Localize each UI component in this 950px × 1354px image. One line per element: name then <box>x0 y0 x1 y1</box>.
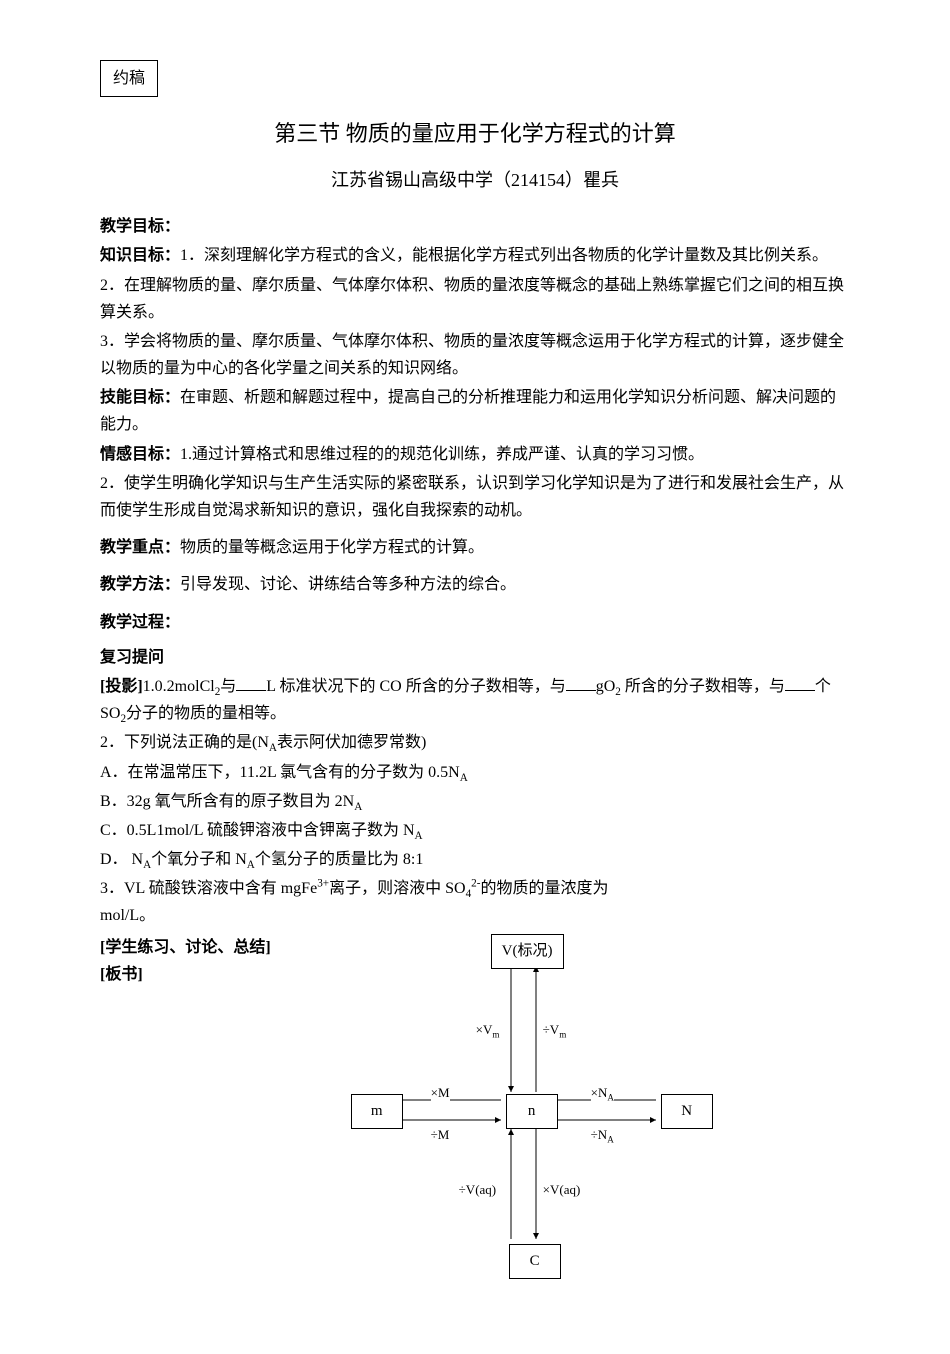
review-heading: 复习提问 <box>100 644 850 671</box>
conversion-diagram: V(标况) m n N C ×Vm ÷Vm ×M ÷M ×NA ÷NA ÷V(a… <box>311 934 731 1294</box>
method-label: 教学方法： <box>100 576 180 593</box>
q2c-text: C．0.5L1mol/L 硫酸钾溶液中含钾离子数为 N <box>100 822 415 839</box>
left-labels: [学生练习、讨论、总结] [板书] <box>100 934 271 988</box>
label-left-top: ×M <box>431 1082 450 1104</box>
q2-stem-1: 2．下列说法正确的是(N <box>100 734 269 751</box>
skill-goal: 技能目标：在审题、析题和解题过程中，提高自己的分析推理能力和运用化学知识分析问题… <box>100 384 850 438</box>
q3-p4: mol/L。 <box>100 907 155 924</box>
q2d-3: 个氢分子的质量比为 8:1 <box>255 851 423 868</box>
method-text: 引导发现、讨论、讲练结合等多种方法的综合。 <box>180 576 516 593</box>
teach-goal-label: 教学目标： <box>100 218 180 235</box>
blank-1 <box>236 674 266 691</box>
subtitle: 江苏省锡山高级中学（214154）瞿兵 <box>100 165 850 196</box>
method: 教学方法：引导发现、讨论、讲练结合等多种方法的综合。 <box>100 571 850 598</box>
page-title: 第三节 物质的量应用于化学方程式的计算 <box>100 115 850 152</box>
sub-a: A <box>269 743 277 755</box>
node-left: m <box>351 1094 403 1130</box>
knowledge-goal-3: 3．学会将物质的量、摩尔质量、气体摩尔体积、物质的量浓度等概念运用于化学方程式的… <box>100 328 850 382</box>
question-2-c: C．0.5L1mol/L 硫酸钾溶液中含钾离子数为 NA <box>100 817 850 844</box>
q2-stem-2: 表示阿伏加德罗常数) <box>277 734 426 751</box>
emotion-goal-1-text: 1.通过计算格式和思维过程的的规范化训练，养成严谨、认真的学习习惯。 <box>180 446 704 463</box>
knowledge-goal-2: 2．在理解物质的量、摩尔质量、气体摩尔体积、物质的量浓度等概念的基础上熟练掌握它… <box>100 272 850 326</box>
sub-4: 4 <box>466 888 472 900</box>
q1-p7: 分子的物质的量相等。 <box>126 705 286 722</box>
blank-2 <box>566 674 596 691</box>
process-heading: 教学过程： <box>100 609 850 636</box>
teach-goal-heading: 教学目标： <box>100 213 850 240</box>
sub-a3: A <box>354 801 362 813</box>
key-point: 教学重点：物质的量等概念运用于化学方程式的计算。 <box>100 534 850 561</box>
label-bottom-left: ÷V(aq) <box>459 1179 496 1201</box>
label-top-right: ÷Vm <box>543 1019 567 1041</box>
question-2-d: D． NA个氧分子和 NA个氢分子的质量比为 8:1 <box>100 846 850 873</box>
q2b-text: B．32g 氧气所含有的原子数目为 2N <box>100 793 354 810</box>
diagram-section: [学生练习、讨论、总结] [板书] V(标况) m n N C <box>100 934 850 1294</box>
q3-p1: 3．VL 硫酸铁溶液中含有 mgFe <box>100 880 317 897</box>
label-right-top: ×NA <box>591 1082 614 1104</box>
sub-a2: A <box>460 772 468 784</box>
label-bottom-right: ×V(aq) <box>543 1179 581 1201</box>
q2d-1: D． N <box>100 851 143 868</box>
q1-p1: 1.0.2molCl <box>143 678 215 695</box>
q1-p2: 与 <box>220 678 236 695</box>
question-1: [投影]1.0.2molCl 2 与 L 标准状况下的 CO 所含的分子数相等，与 gO… <box>100 673 850 727</box>
q1-p4: gO <box>596 678 616 695</box>
node-bottom: C <box>509 1244 561 1280</box>
key-point-label: 教学重点： <box>100 539 180 556</box>
label-top-left: ×Vm <box>476 1019 500 1041</box>
board-label: [板书] <box>100 961 271 988</box>
label-left-bottom: ÷M <box>431 1124 450 1146</box>
question-2-a: A．在常温常压下，11.2L 氯气含有的分子数为 0.5NA <box>100 759 850 786</box>
node-top: V(标况) <box>491 934 564 970</box>
q1-p5: 所含的分子数相等，与 <box>625 678 785 695</box>
label-right-bottom: ÷NA <box>591 1124 614 1146</box>
question-2-stem: 2．下列说法正确的是(NA表示阿伏加德罗常数) <box>100 729 850 756</box>
q3-p2: 离子，则溶液中 SO <box>329 880 465 897</box>
skill-goal-label: 技能目标： <box>100 389 180 406</box>
projection-label: [投影] <box>100 678 143 695</box>
sub-a5: A <box>143 859 151 871</box>
node-right: N <box>661 1094 713 1130</box>
student-practice-label: [学生练习、讨论、总结] <box>100 934 271 961</box>
q2a-text: A．在常温常压下，11.2L 氯气含有的分子数为 0.5N <box>100 764 460 781</box>
sup-3plus: 3+ <box>317 878 329 890</box>
emotion-goal-2: 2．使学生明确化学知识与生产生活实际的紧密联系，认识到学习化学知识是为了进行和发… <box>100 470 850 524</box>
question-3: 3．VL 硫酸铁溶液中含有 mgFe3+离子，则溶液中 SO42-的物质的量浓度… <box>100 875 850 929</box>
manuscript-label: 约稿 <box>100 60 158 97</box>
key-point-text: 物质的量等概念运用于化学方程式的计算。 <box>180 539 484 556</box>
knowledge-goal-1-text: 1．深刻理解化学方程式的含义，能根据化学方程式列出各物质的化学计量数及其比例关系… <box>180 247 828 264</box>
emotion-goal-1: 情感目标：1.通过计算格式和思维过程的的规范化训练，养成严谨、认真的学习习惯。 <box>100 441 850 468</box>
sub-2b: 2 <box>615 686 621 698</box>
node-center: n <box>506 1094 558 1130</box>
emotion-goal-label: 情感目标： <box>100 446 180 463</box>
knowledge-goal-1: 知识目标：1．深刻理解化学方程式的含义，能根据化学方程式列出各物质的化学计量数及… <box>100 242 850 269</box>
sub-a6: A <box>247 859 255 871</box>
blank-3 <box>785 674 815 691</box>
q3-p3: 的物质的量浓度为 <box>480 880 608 897</box>
skill-goal-text: 在审题、析题和解题过程中，提高自己的分析推理能力和运用化学知识分析问题、解决问题… <box>100 389 836 433</box>
q1-p3: L 标准状况下的 CO 所含的分子数相等，与 <box>266 678 565 695</box>
knowledge-goal-label: 知识目标： <box>100 247 180 264</box>
q2d-2: 个氧分子和 N <box>151 851 247 868</box>
question-2-b: B．32g 氧气所含有的原子数目为 2NA <box>100 788 850 815</box>
sub-a4: A <box>415 830 423 842</box>
